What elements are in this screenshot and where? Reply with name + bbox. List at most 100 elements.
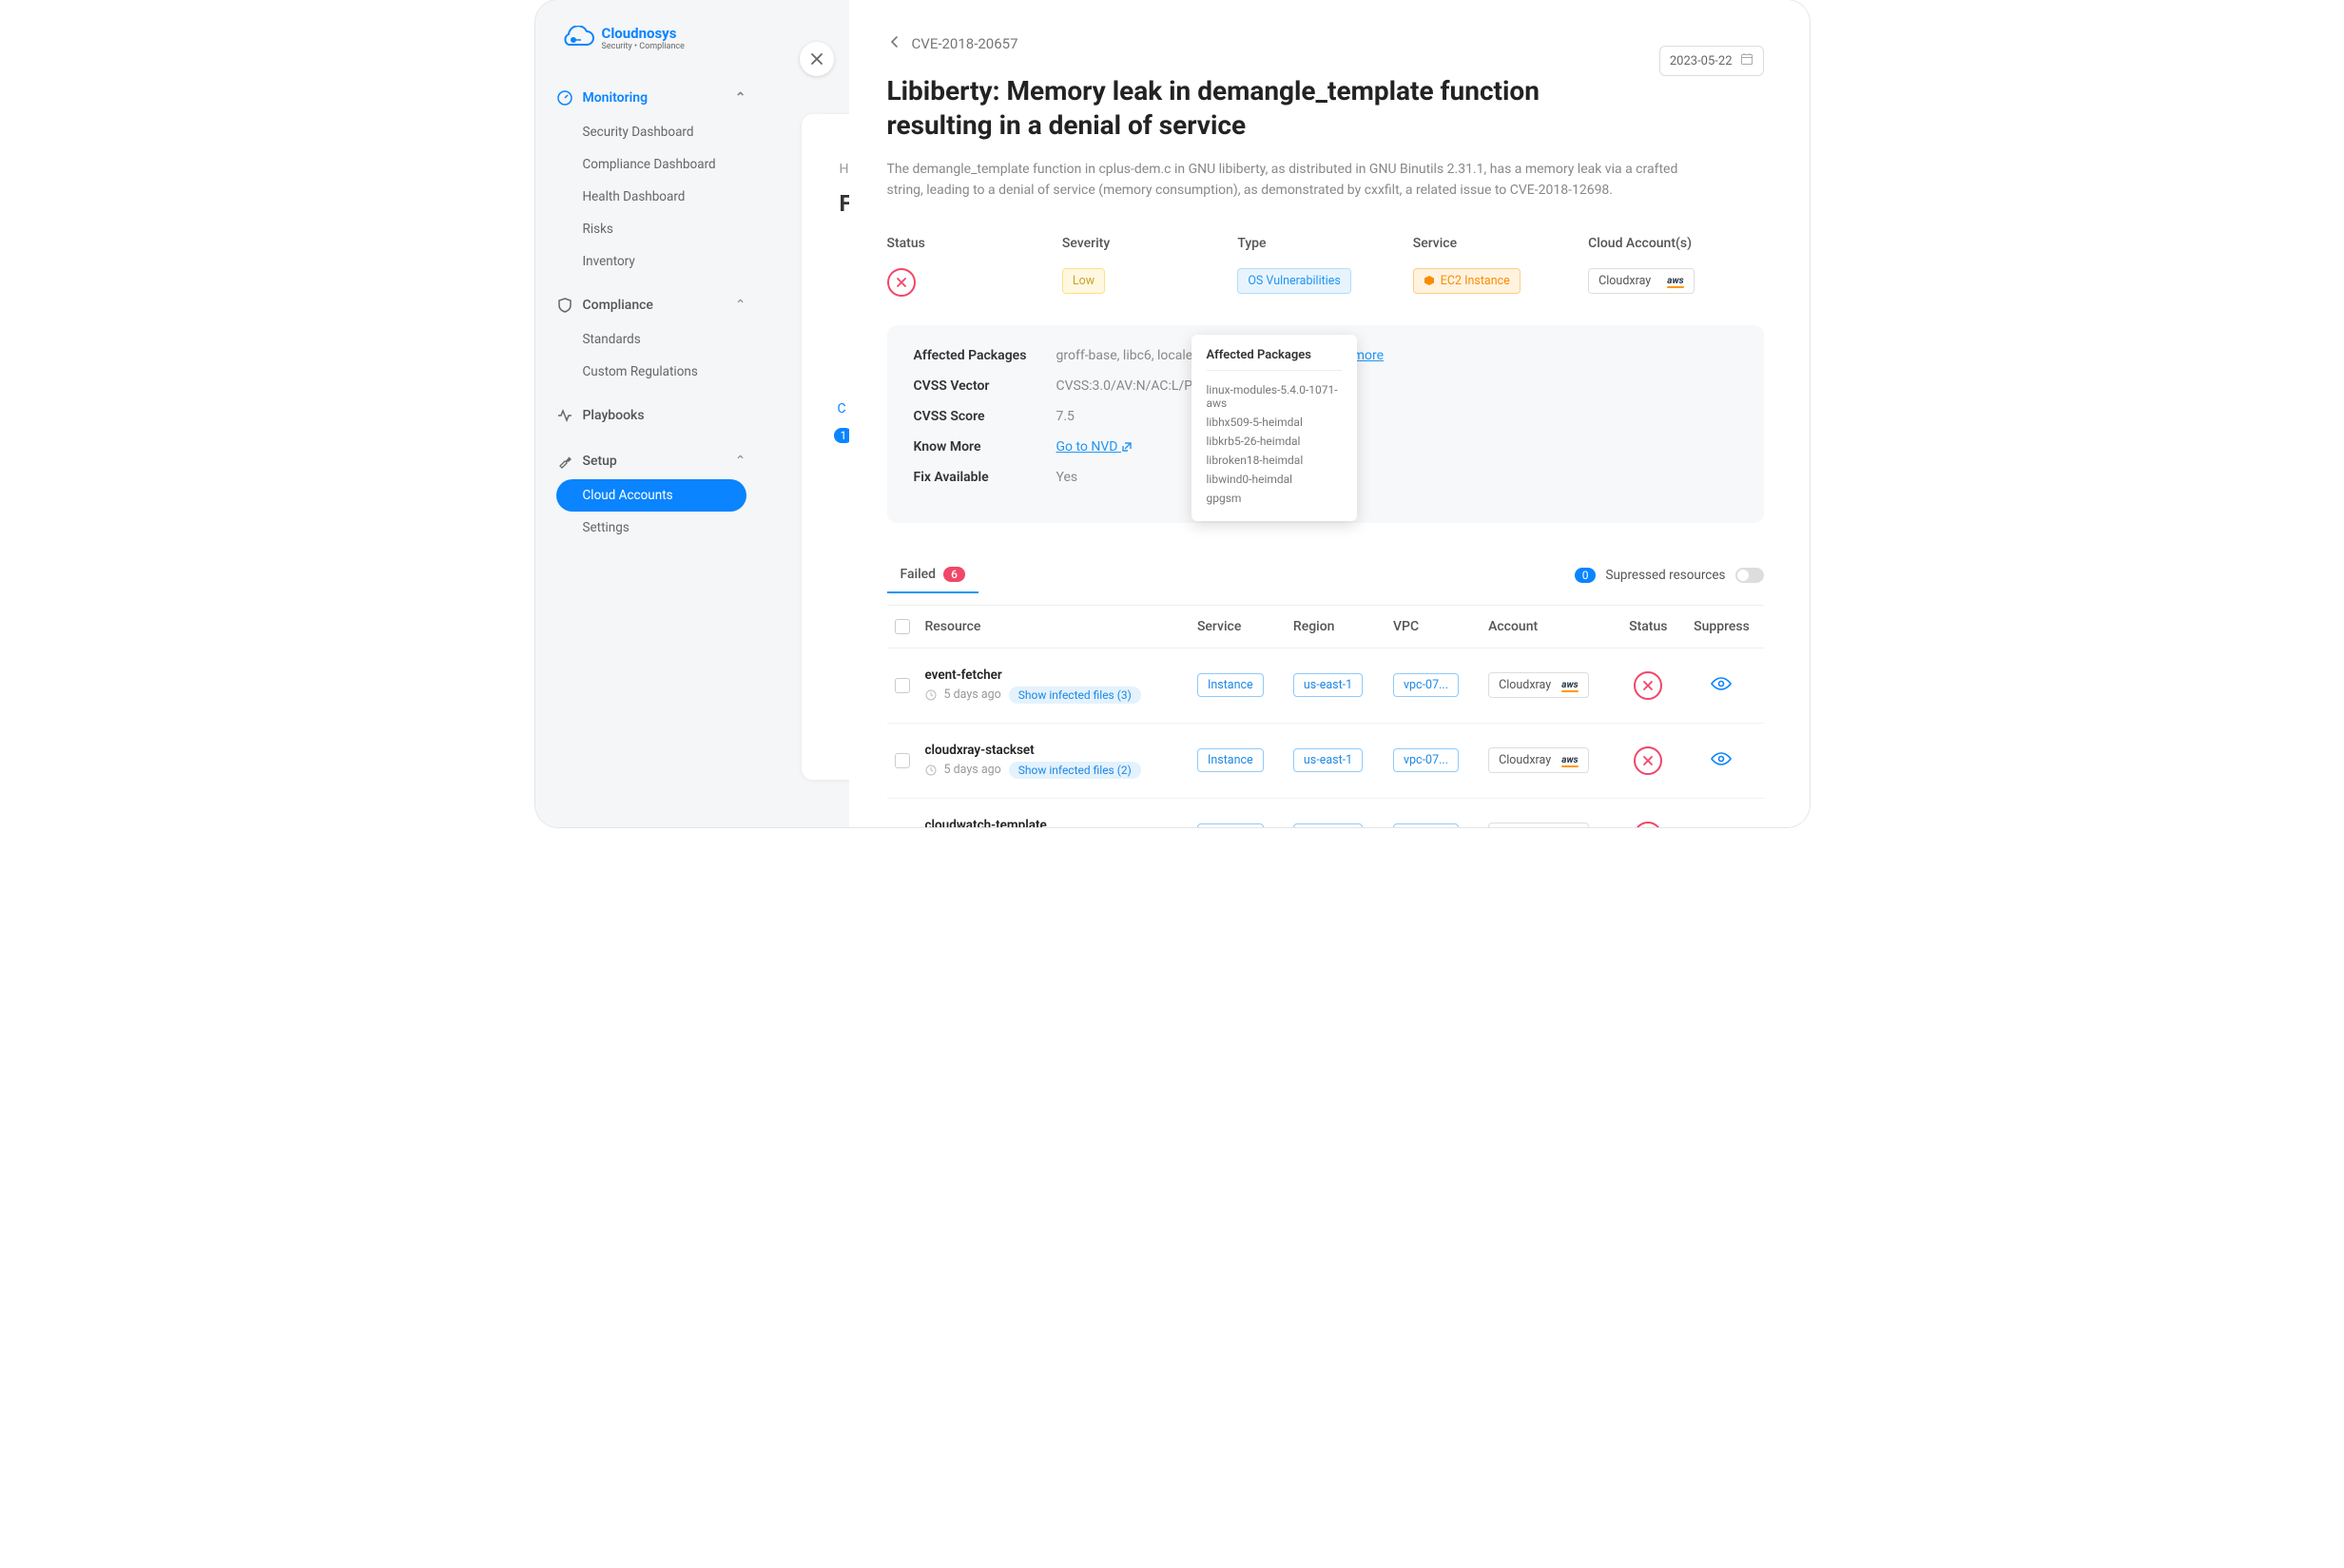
table-row: cloudwatch-template 5 days ago Show infe… [887, 798, 1764, 827]
suppressed-toggle[interactable] [1735, 568, 1764, 583]
type-label: Type [1237, 236, 1412, 251]
nav-playbooks[interactable]: Playbooks [543, 397, 760, 434]
status-fail-icon [1634, 746, 1662, 775]
service-chip: EC2 Instance [1413, 268, 1521, 294]
infected-files-chip[interactable]: Show infected files (3) [1009, 687, 1141, 704]
sidebar-item-settings[interactable]: Settings [571, 512, 760, 544]
region-tag: us-east-1 [1293, 673, 1363, 697]
clock-icon [925, 689, 937, 701]
detail-panel: CVE-2018-20657 2023-05-22 Libiberty: Mem… [849, 0, 1810, 827]
cvss-score-val: 7.5 [1056, 409, 1075, 424]
nav-setup[interactable]: Setup ⌃ [543, 443, 760, 479]
popover-item: libhx509-5-heimdal [1207, 413, 1342, 432]
col-suppress: Suppress [1679, 605, 1763, 648]
clock-icon [925, 765, 937, 776]
page-title: Libiberty: Memory leak in demangle_templ… [887, 74, 1610, 144]
nav-monitoring[interactable]: Monitoring ⌃ [543, 80, 760, 116]
close-panel-button[interactable] [800, 42, 834, 76]
col-region: Region [1286, 605, 1385, 648]
severity-label: Severity [1062, 236, 1237, 251]
chevron-up-icon: ⌃ [735, 90, 746, 106]
brand-logo: Cloudnosys Security • Compliance [535, 0, 767, 80]
cve-id: CVE-2018-20657 [912, 35, 1018, 52]
account-chip: Cloudxray aws [1588, 268, 1694, 294]
nav-compliance[interactable]: Compliance ⌃ [543, 287, 760, 323]
affected-packages-popover: Affected Packages linux-modules-5.4.0-10… [1191, 335, 1357, 521]
col-service: Service [1190, 605, 1286, 648]
aws-icon: aws [1667, 276, 1683, 286]
col-status: Status [1617, 605, 1679, 648]
gauge-icon [556, 89, 573, 106]
table-row: cloudxray-stackset 5 days ago Show infec… [887, 723, 1764, 798]
status-fail-icon [1634, 671, 1662, 700]
nav-playbooks-label: Playbooks [583, 408, 645, 423]
popover-item: linux-modules-5.4.0-1071-aws [1207, 380, 1342, 413]
col-vpc: VPC [1385, 605, 1481, 648]
service-tag: Instance [1197, 673, 1264, 697]
infected-files-chip[interactable]: Show infected files (2) [1009, 762, 1141, 779]
chevron-up-icon: ⌃ [735, 454, 746, 469]
know-more-key: Know More [914, 439, 1056, 455]
sidebar-item-cloud-accounts[interactable]: Cloud Accounts [556, 479, 746, 512]
resource-name[interactable]: event-fetcher [925, 668, 1182, 683]
vpc-tag: vpc-07... [1393, 823, 1459, 827]
table-row: event-fetcher 5 days ago Show infected f… [887, 648, 1764, 723]
affected-key: Affected Packages [914, 348, 1056, 363]
brand-subtitle: Security • Compliance [602, 42, 685, 51]
nav-monitoring-label: Monitoring [583, 90, 649, 106]
bg-text: H [840, 162, 849, 177]
sidebar-item-standards[interactable]: Standards [571, 323, 760, 356]
popover-item: libkrb5-26-heimdal [1207, 432, 1342, 451]
back-button[interactable] [887, 34, 902, 53]
resources-table: Resource Service Region VPC Account Stat… [887, 605, 1764, 827]
date-chip[interactable]: 2023-05-22 [1659, 46, 1764, 76]
wrench-icon [556, 453, 573, 470]
status-fail-icon [1634, 822, 1662, 827]
vpc-tag: vpc-07... [1393, 673, 1459, 697]
region-tag: us-east-1 [1293, 823, 1363, 827]
service-tag: Instance [1197, 823, 1264, 827]
sidebar-item-security-dashboard[interactable]: Security Dashboard [571, 116, 760, 148]
nav-setup-label: Setup [583, 454, 617, 469]
severity-chip: Low [1062, 268, 1105, 294]
fix-val: Yes [1056, 470, 1078, 485]
fix-key: Fix Available [914, 470, 1056, 485]
account-chip: Cloudxray aws [1488, 823, 1588, 827]
type-chip: OS Vulnerabilities [1237, 268, 1351, 294]
chevron-up-icon: ⌃ [735, 298, 746, 313]
row-checkbox[interactable] [895, 753, 910, 768]
suppress-button[interactable] [1711, 754, 1732, 769]
vpc-tag: vpc-07... [1393, 748, 1459, 772]
account-chip: Cloudxray aws [1488, 672, 1588, 698]
nav-compliance-label: Compliance [583, 298, 653, 313]
sidebar-item-custom-regulations[interactable]: Custom Regulations [571, 356, 760, 388]
col-resource: Resource [918, 605, 1190, 648]
suppress-button[interactable] [1711, 679, 1732, 694]
sidebar-item-inventory[interactable]: Inventory [571, 245, 760, 278]
resource-name[interactable]: cloudxray-stackset [925, 743, 1182, 758]
shield-icon [556, 297, 573, 314]
bg-text: C [838, 401, 846, 416]
popover-item: gpgsm [1207, 489, 1342, 508]
tab-failed[interactable]: Failed 6 [887, 557, 978, 593]
sidebar-item-health-dashboard[interactable]: Health Dashboard [571, 181, 760, 213]
row-checkbox[interactable] [895, 678, 910, 693]
description: The demangle_template function in cplus-… [887, 159, 1705, 202]
info-box: Affected Packages groff-base, libc6, loc… [887, 325, 1764, 523]
cvss-vector-key: CVSS Vector [914, 378, 1056, 394]
account-label: Cloud Account(s) [1588, 236, 1763, 251]
account-chip: Cloudxray aws [1488, 747, 1588, 773]
sidebar-item-risks[interactable]: Risks [571, 213, 760, 245]
select-all-checkbox[interactable] [895, 619, 910, 634]
sidebar-item-compliance-dashboard[interactable]: Compliance Dashboard [571, 148, 760, 181]
col-account: Account [1481, 605, 1617, 648]
activity-icon [556, 407, 573, 424]
resource-name[interactable]: cloudwatch-template [925, 818, 1182, 827]
cvss-score-key: CVSS Score [914, 409, 1056, 424]
popover-item: libwind0-heimdal [1207, 470, 1342, 489]
resource-age: 5 days ago [944, 763, 1001, 777]
meta-row: Status Severity Low Type OS Vulnerabilit… [887, 236, 1764, 297]
breadcrumb: CVE-2018-20657 [887, 34, 1764, 53]
aws-icon: aws [1561, 680, 1578, 690]
nvd-link[interactable]: Go to NVD [1056, 439, 1133, 455]
